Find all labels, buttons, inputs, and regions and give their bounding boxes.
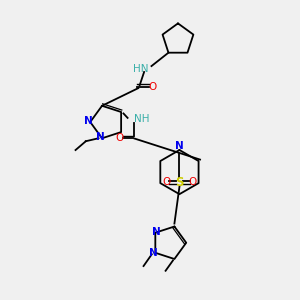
- Text: N: N: [152, 227, 161, 237]
- Text: N: N: [96, 132, 105, 142]
- Text: N: N: [84, 116, 93, 126]
- Text: N: N: [175, 141, 184, 151]
- Text: NH: NH: [134, 114, 150, 124]
- Text: N: N: [148, 248, 157, 258]
- Text: O: O: [149, 82, 157, 92]
- Text: HN: HN: [133, 64, 148, 74]
- Text: O: O: [116, 134, 124, 143]
- Text: S: S: [175, 176, 184, 189]
- Text: O: O: [162, 177, 170, 188]
- Text: O: O: [189, 177, 197, 188]
